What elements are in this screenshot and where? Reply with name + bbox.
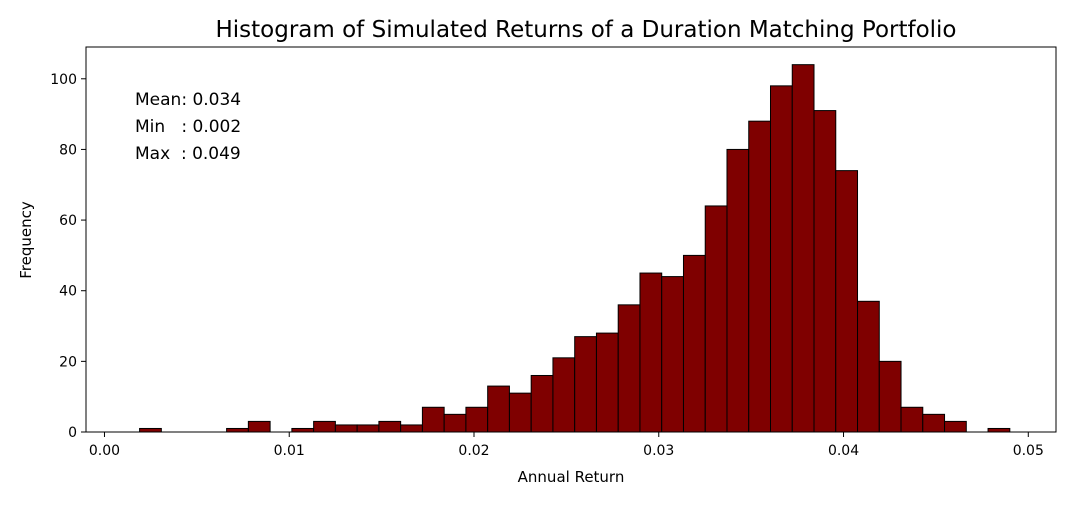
histogram-bar: [791, 64, 815, 433]
histogram-bar: [748, 120, 771, 433]
y-tick-label: 80: [59, 142, 77, 158]
stats-line: Min : 0.002: [135, 117, 241, 137]
x-tick-label: 0.00: [89, 443, 120, 459]
histogram-bar: [704, 205, 728, 433]
histogram-bar: [487, 385, 510, 433]
histogram-bar: [617, 304, 641, 433]
histogram-bar: [400, 424, 423, 433]
histogram-bar: [226, 427, 249, 433]
histogram-bar: [922, 413, 946, 433]
histogram-bar: [313, 420, 336, 433]
y-axis: 0 20 40 60 80 100: [50, 72, 86, 441]
histogram-bar: [139, 427, 162, 433]
histogram-bar: [508, 392, 532, 433]
histogram-bar: [813, 110, 837, 433]
histogram-bar: [639, 272, 663, 433]
y-tick-label: 100: [50, 72, 77, 88]
histogram-bar: [247, 420, 271, 433]
histogram-bar: [857, 300, 880, 433]
histogram-bar: [769, 85, 793, 433]
histogram-bar: [661, 276, 684, 433]
x-tick-label: 0.02: [458, 443, 489, 459]
histogram-bar: [900, 406, 924, 433]
x-tick-label: 0.04: [828, 443, 859, 459]
histogram-bar: [443, 413, 467, 433]
histogram-bar: [334, 424, 358, 433]
chart-title: Histogram of Simulated Returns of a Dura…: [215, 17, 956, 43]
x-tick-label: 0.03: [643, 443, 674, 459]
y-tick-label: 20: [59, 354, 77, 370]
x-axis-label: Annual Return: [518, 468, 625, 486]
x-tick-label: 0.01: [274, 443, 305, 459]
y-tick-label: 60: [59, 213, 77, 229]
bars-group: [139, 64, 1011, 433]
histogram-bar: [944, 420, 967, 433]
histogram-bar: [595, 332, 619, 433]
histogram-bar: [682, 254, 706, 433]
histogram-bar: [530, 374, 554, 433]
x-axis: 0.00 0.01 0.02 0.03 0.04 0.05: [89, 432, 1044, 459]
stats-line: Max : 0.049: [135, 144, 241, 164]
y-tick-label: 40: [59, 284, 77, 300]
histogram-bar: [574, 336, 597, 433]
x-tick-label: 0.05: [1013, 443, 1044, 459]
histogram-bar: [987, 427, 1011, 433]
y-tick-label: 0: [68, 425, 77, 441]
histogram-bar: [291, 427, 315, 433]
histogram-bar: [835, 170, 859, 433]
histogram-bar: [421, 406, 445, 433]
histogram-bar: [356, 424, 380, 433]
stats-line: Mean: 0.034: [135, 90, 241, 110]
histogram-bar: [378, 420, 402, 433]
y-axis-label: Frequency: [17, 201, 35, 279]
histogram-bar: [878, 360, 902, 433]
plot-frame: [85, 46, 1057, 433]
histogram-bar: [465, 406, 489, 433]
histogram-bar: [552, 357, 576, 433]
stats-annotation: Mean: 0.034 Min : 0.002 Max : 0.049: [135, 90, 241, 164]
histogram-bar: [726, 148, 750, 433]
